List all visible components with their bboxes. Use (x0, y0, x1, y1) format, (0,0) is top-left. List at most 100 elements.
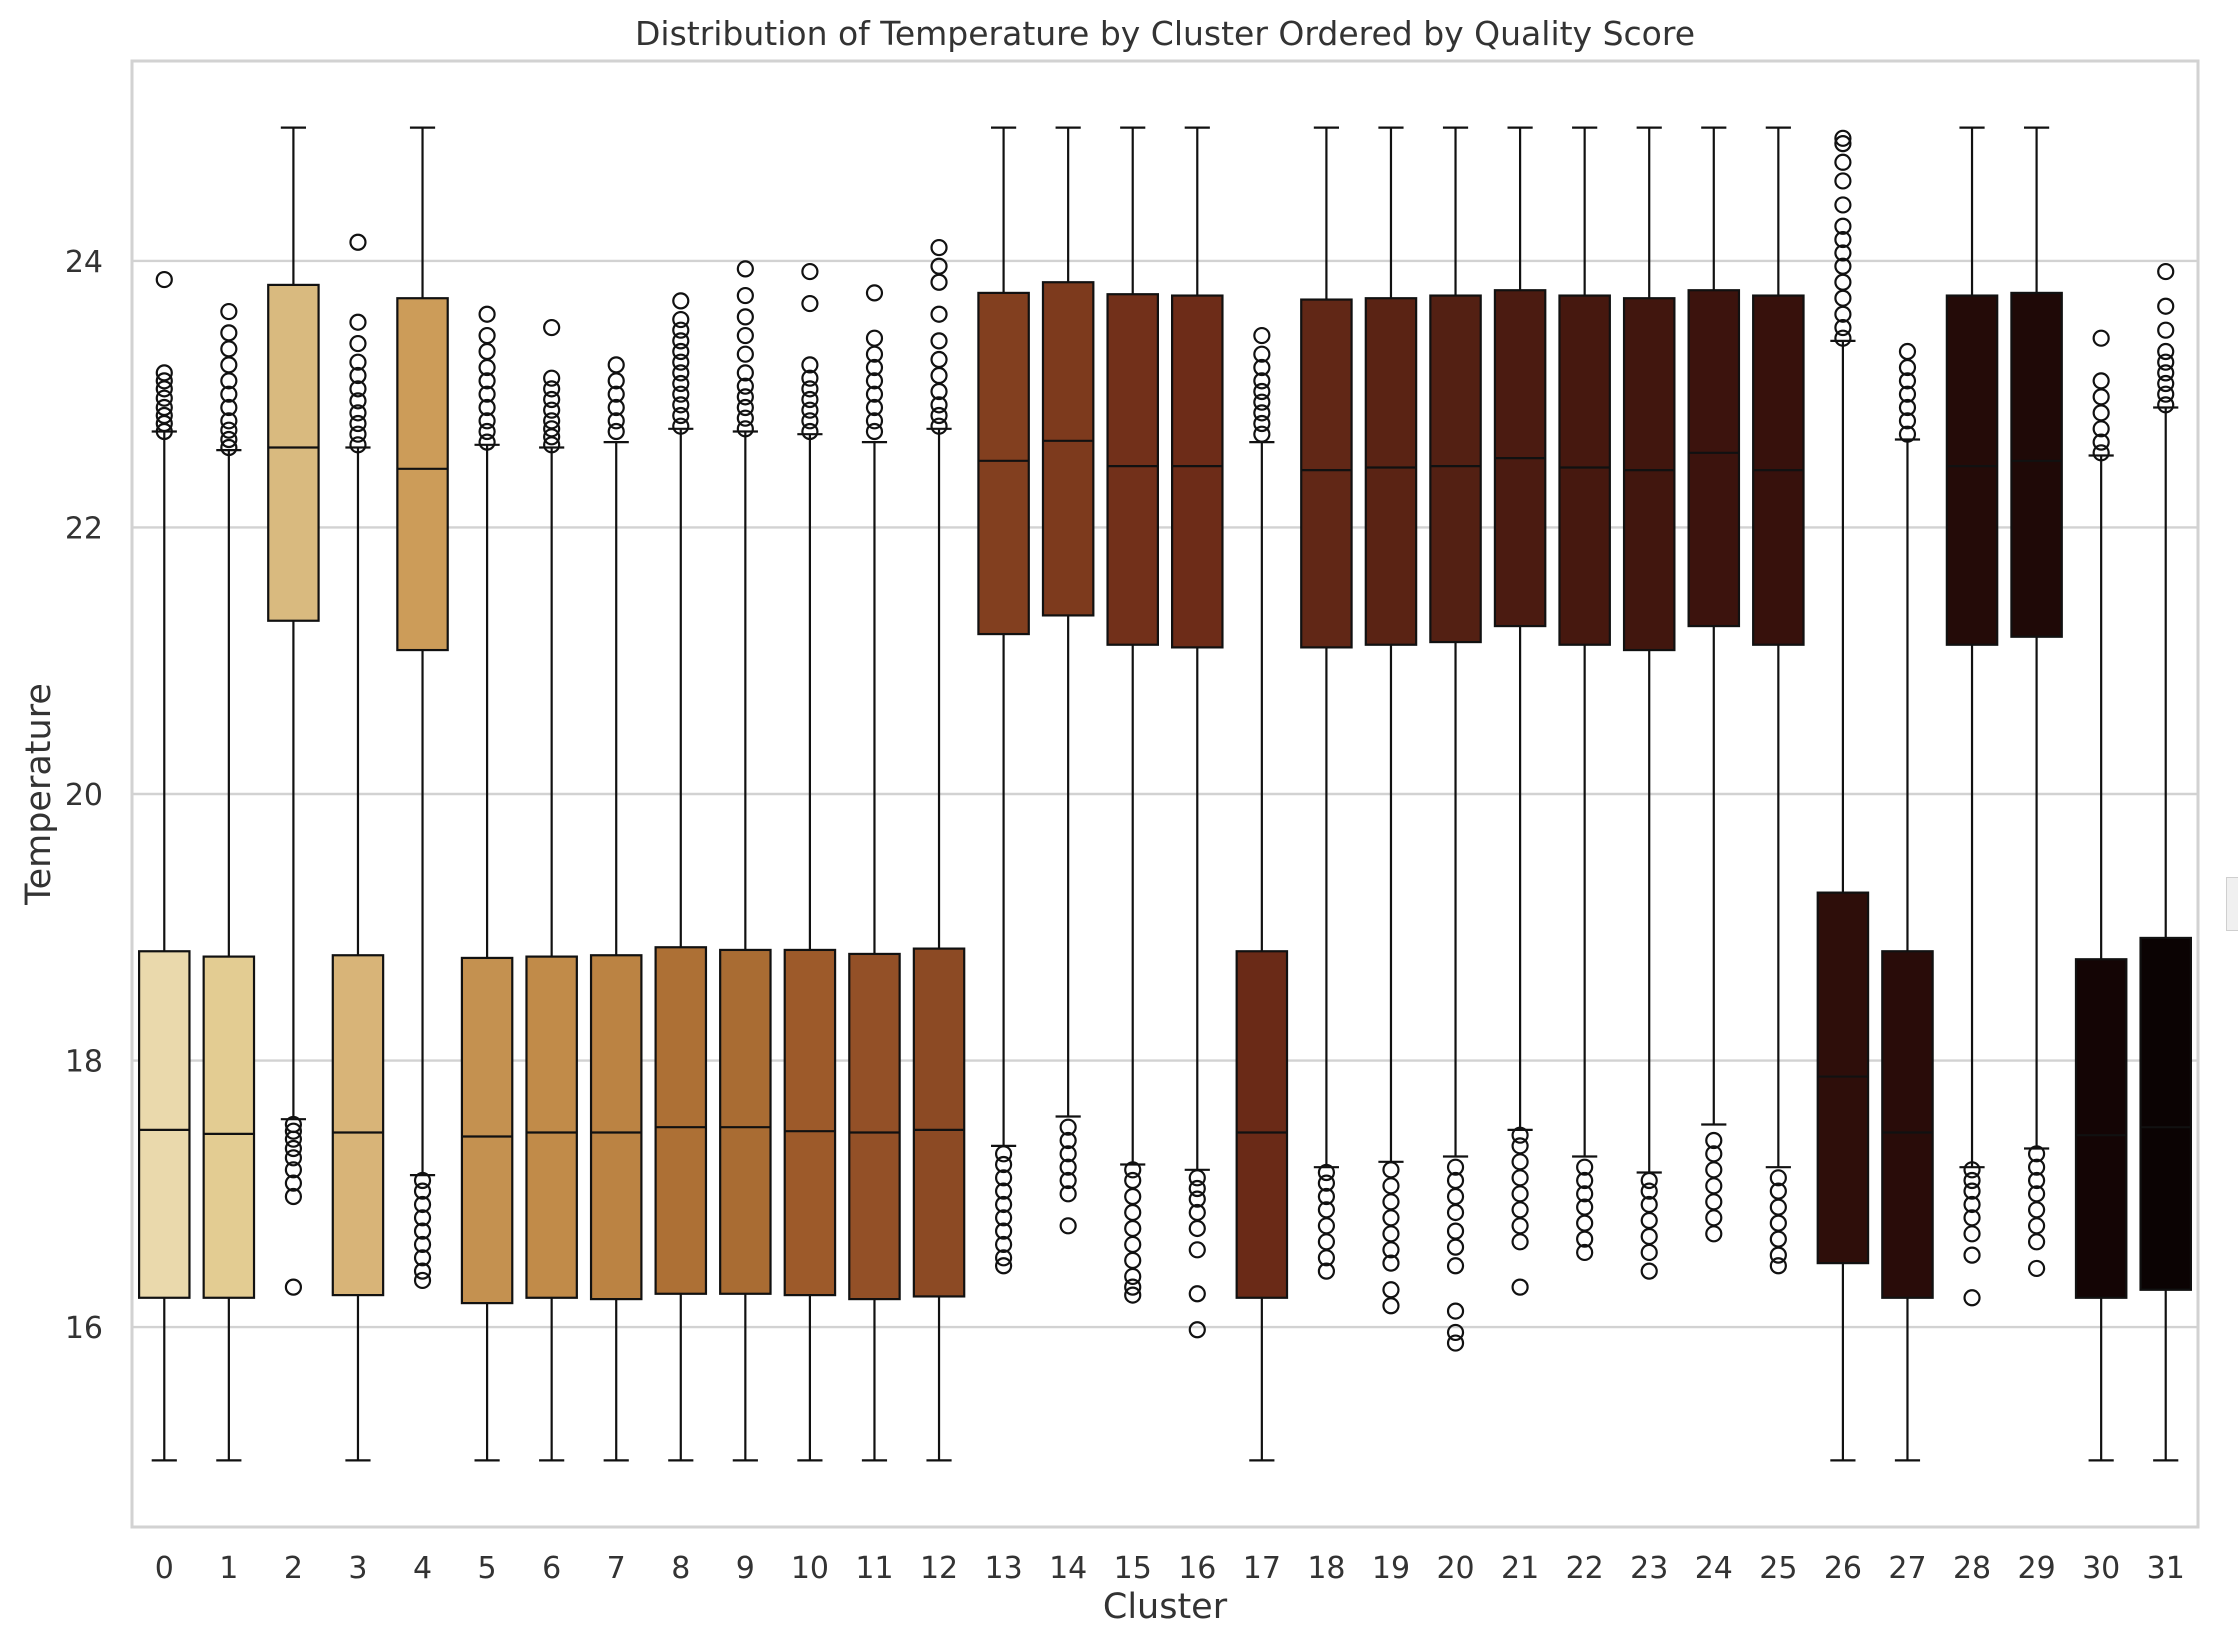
box-group-cluster-24[interactable] (1687, 126, 1741, 1243)
box-iqr[interactable] (1235, 950, 1289, 1299)
box-group-cluster-4[interactable] (396, 126, 449, 1290)
box-group-cluster-6[interactable] (525, 318, 578, 1462)
outlier-point (2157, 321, 2175, 339)
outlier-point (607, 356, 625, 374)
box-group-cluster-25[interactable] (1752, 126, 1805, 1275)
outlier-point (1511, 1278, 1529, 1296)
box-iqr[interactable] (138, 950, 191, 1299)
outlier-point (220, 421, 238, 439)
box-group-cluster-19[interactable] (1364, 126, 1418, 1315)
outlier-point (413, 1209, 432, 1227)
box-iqr[interactable] (1171, 294, 1224, 649)
box-group-cluster-15[interactable] (1106, 126, 1159, 1304)
box-iqr[interactable] (912, 947, 966, 1298)
outlier-point (284, 1278, 303, 1296)
x-tick-label: 13 (985, 1551, 1023, 1586)
box-iqr[interactable] (1041, 281, 1095, 617)
edge-handle[interactable] (2226, 877, 2238, 931)
outlier-point (1446, 1257, 1465, 1275)
outlier-point (865, 422, 884, 441)
box-iqr[interactable] (1881, 950, 1934, 1299)
outlier-point (930, 350, 948, 369)
box-iqr[interactable] (1622, 297, 1676, 652)
box-group-cluster-26[interactable] (1816, 129, 1870, 1462)
box-iqr[interactable] (783, 948, 837, 1297)
x-tick-label: 28 (1953, 1551, 1991, 1586)
box-iqr[interactable] (1816, 891, 1870, 1265)
box-group-cluster-27[interactable] (1881, 342, 1934, 1462)
box-group-cluster-2[interactable] (267, 126, 320, 1296)
box-group-cluster-10[interactable] (783, 262, 837, 1462)
outlier-point (284, 1122, 303, 1140)
outlier-point (1963, 1209, 1981, 1227)
outlier-point (1059, 1185, 1077, 1203)
box-group-cluster-16[interactable] (1171, 126, 1224, 1339)
box-group-cluster-11[interactable] (848, 284, 901, 1462)
box-iqr[interactable] (1687, 289, 1741, 628)
box-iqr[interactable] (202, 955, 256, 1299)
outlier-point (1963, 1195, 1981, 1214)
box-iqr[interactable] (719, 948, 772, 1295)
outlier-point (2027, 1158, 2046, 1176)
box-group-cluster-18[interactable] (1300, 126, 1353, 1280)
outlier-point (736, 420, 754, 438)
box-group-cluster-12[interactable] (912, 238, 966, 1462)
box-group-cluster-23[interactable] (1622, 126, 1676, 1280)
box-iqr[interactable] (977, 291, 1030, 636)
box-iqr[interactable] (589, 954, 643, 1301)
box-group-cluster-0[interactable] (138, 270, 191, 1462)
box-group-cluster-31[interactable] (2139, 262, 2192, 1462)
outlier-point (672, 406, 690, 425)
outlier-point (801, 401, 819, 419)
box-group-cluster-9[interactable] (719, 260, 772, 1462)
outlier-point (349, 366, 367, 385)
box-iqr[interactable] (2139, 936, 2192, 1291)
box-iqr[interactable] (1558, 294, 1611, 646)
box-iqr[interactable] (331, 954, 385, 1297)
outlier-point (1446, 1158, 1465, 1176)
box-iqr[interactable] (1300, 298, 1353, 649)
outlier-point (1382, 1161, 1400, 1179)
box-group-cluster-13[interactable] (977, 126, 1030, 1275)
box-iqr[interactable] (848, 952, 901, 1301)
box-iqr[interactable] (460, 956, 514, 1305)
box-iqr[interactable] (1364, 297, 1418, 646)
outlier-point (930, 238, 948, 257)
box-iqr[interactable] (1945, 294, 1999, 646)
x-tick-label: 10 (791, 1551, 829, 1586)
outlier-point (2092, 372, 2110, 390)
box-group-cluster-3[interactable] (331, 233, 385, 1462)
box-group-cluster-5[interactable] (460, 305, 514, 1462)
box-iqr[interactable] (2010, 291, 2063, 638)
outlier-point (284, 1161, 303, 1179)
outlier-point (607, 412, 625, 430)
box-iqr[interactable] (525, 955, 578, 1299)
box-group-cluster-14[interactable] (1041, 126, 1095, 1235)
box-iqr[interactable] (267, 283, 320, 622)
box-group-cluster-1[interactable] (202, 302, 256, 1462)
outlier-point (2027, 1145, 2046, 1163)
box-group-cluster-28[interactable] (1945, 126, 1999, 1307)
box-group-cluster-29[interactable] (2010, 126, 2063, 1278)
box-iqr[interactable] (1429, 294, 1482, 644)
box-iqr[interactable] (396, 297, 449, 652)
outlier-point (865, 358, 884, 377)
box-group-cluster-22[interactable] (1558, 126, 1611, 1262)
outlier-point (1963, 1182, 1981, 1200)
box-group-cluster-21[interactable] (1493, 126, 1547, 1296)
box-group-cluster-8[interactable] (654, 292, 708, 1462)
outlier-point (1446, 1334, 1465, 1352)
box-group-cluster-20[interactable] (1429, 126, 1482, 1352)
outlier-point (736, 308, 754, 326)
box-iqr[interactable] (2074, 958, 2128, 1299)
outlier-point (1253, 372, 1271, 390)
outlier-point (2157, 262, 2175, 281)
box-iqr[interactable] (654, 946, 708, 1295)
box-group-cluster-7[interactable] (589, 356, 643, 1462)
box-group-cluster-30[interactable] (2074, 329, 2128, 1462)
box-iqr[interactable] (1106, 293, 1159, 646)
outlier-point (413, 1222, 432, 1240)
outlier-point (1963, 1246, 1981, 1264)
box-group-cluster-17[interactable] (1235, 326, 1289, 1462)
